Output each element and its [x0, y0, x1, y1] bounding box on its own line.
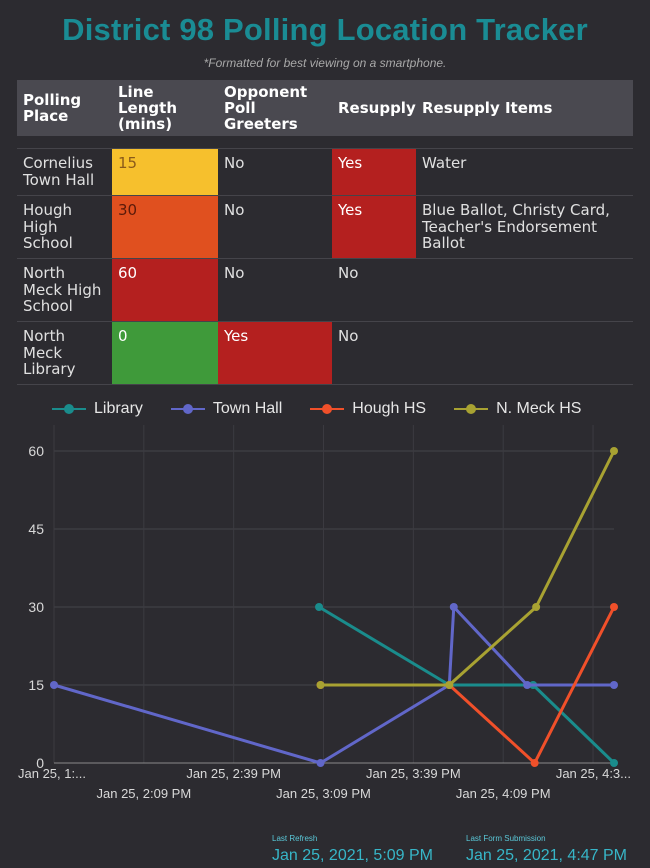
series-line-town-hall	[53, 605, 614, 765]
cell-place: Cornelius Town Hall	[17, 148, 112, 196]
legend-item-n-meck-hs[interactable]: N. Meck HS	[454, 400, 581, 418]
header-resupply[interactable]: Resupply	[332, 80, 416, 136]
table-row: Cornelius Town Hall 15 No Yes Water	[17, 148, 633, 196]
cell-resupply: No	[332, 321, 416, 385]
data-point[interactable]	[530, 759, 539, 767]
legend-item-hough-hs[interactable]: Hough HS	[310, 400, 426, 418]
x-tick-label: Jan 25, 3:39 PM	[366, 766, 461, 781]
cell-line-length: 15	[112, 148, 218, 196]
legend-swatch-icon	[52, 403, 86, 415]
x-tick-label: Jan 25, 1:...	[18, 766, 86, 781]
legend-label: Library	[94, 400, 143, 417]
data-point[interactable]	[316, 759, 325, 767]
legend-label: Town Hall	[212, 400, 283, 417]
x-tick-label: Jan 25, 2:09 PM	[97, 786, 192, 801]
data-point[interactable]	[610, 759, 618, 767]
last-submission-label: Last Form Submission	[466, 834, 546, 843]
line-chart: 0 15 30 45 60 Jan 25, 1:... Jan 25, 2:09 PM Jan…	[18, 425, 631, 801]
last-submission-value: Jan 25, 2021, 4:47 PM	[466, 847, 627, 864]
x-tick-label: Jan 25, 4:09 PM	[456, 786, 551, 801]
x-tick-label: Jan 25, 2:39 PM	[186, 766, 281, 781]
data-point[interactable]	[610, 681, 618, 689]
header-opponent-greeters[interactable]: Opponent Poll Greeters	[218, 80, 332, 136]
last-refresh-value: Jan 25, 2021, 5:09 PM	[272, 847, 433, 864]
data-point[interactable]	[445, 681, 454, 689]
header-line-length[interactable]: Line Length (mins)	[112, 80, 218, 136]
header-resupply-items[interactable]: Resupply Items	[416, 80, 633, 136]
y-tick-label: 45	[28, 521, 44, 537]
cell-items: Water	[416, 148, 633, 196]
y-tick-label: 60	[28, 443, 44, 459]
last-refresh-label: Last Refresh	[272, 834, 318, 843]
cell-resupply: Yes	[332, 195, 416, 259]
cell-items	[416, 258, 633, 322]
legend-swatch-icon	[454, 403, 489, 415]
chart-legend: Library Town Hall Hough HS N. Meck HS	[52, 400, 609, 418]
data-point[interactable]	[449, 603, 458, 611]
cell-resupply: No	[332, 258, 416, 322]
cell-items	[416, 321, 633, 385]
cell-line-length: 0	[112, 321, 218, 385]
series-line-library	[318, 605, 616, 765]
cell-place: North Meck High School	[17, 258, 112, 322]
cell-place: North Meck Library	[17, 321, 112, 385]
data-point[interactable]	[315, 603, 324, 611]
table-row: North Meck Library 0 Yes No	[17, 321, 633, 385]
legend-swatch-icon	[310, 403, 345, 415]
cell-greeters: Yes	[218, 321, 332, 385]
table-row: North Meck High School 60 No No	[17, 258, 633, 322]
page-subtitle: *Formatted for best viewing on a smartph…	[203, 56, 447, 70]
data-point[interactable]	[523, 681, 532, 689]
x-tick-label: Jan 25, 3:09 PM	[276, 786, 371, 801]
cell-greeters: No	[218, 258, 332, 322]
data-point[interactable]	[50, 681, 58, 689]
data-point[interactable]	[610, 447, 618, 455]
y-tick-label: 0	[36, 755, 44, 771]
cell-items: Blue Ballot, Christy Card, Teacher's End…	[416, 195, 633, 259]
data-point[interactable]	[610, 603, 618, 611]
legend-item-library[interactable]: Library	[52, 400, 143, 418]
legend-swatch-icon	[170, 403, 205, 415]
header-polling-place[interactable]: Polling Place	[17, 80, 112, 136]
data-point[interactable]	[316, 681, 325, 689]
cell-place: Hough High School	[17, 195, 112, 259]
page-title: District 98 Polling Location Tracker	[62, 12, 588, 47]
series-line-n-meck-hs	[320, 450, 616, 687]
y-tick-label: 30	[28, 599, 44, 615]
x-tick-label: Jan 25, 4:3...	[556, 766, 631, 781]
cell-greeters: No	[218, 195, 332, 259]
polling-table: Polling Place Line Length (mins) Opponen…	[17, 80, 633, 385]
table-row: Hough High School 30 No Yes Blue Ballot,…	[17, 195, 633, 259]
cell-line-length: 60	[112, 258, 218, 322]
data-point[interactable]	[532, 603, 541, 611]
cell-resupply: Yes	[332, 148, 416, 196]
legend-label: Hough HS	[352, 400, 427, 417]
legend-label: N. Meck HS	[496, 400, 582, 417]
legend-item-town-hall[interactable]: Town Hall	[170, 400, 283, 418]
cell-line-length: 30	[112, 195, 218, 259]
cell-greeters: No	[218, 148, 332, 196]
table-header-row: Polling Place Line Length (mins) Opponen…	[17, 80, 633, 136]
y-tick-label: 15	[28, 677, 44, 693]
